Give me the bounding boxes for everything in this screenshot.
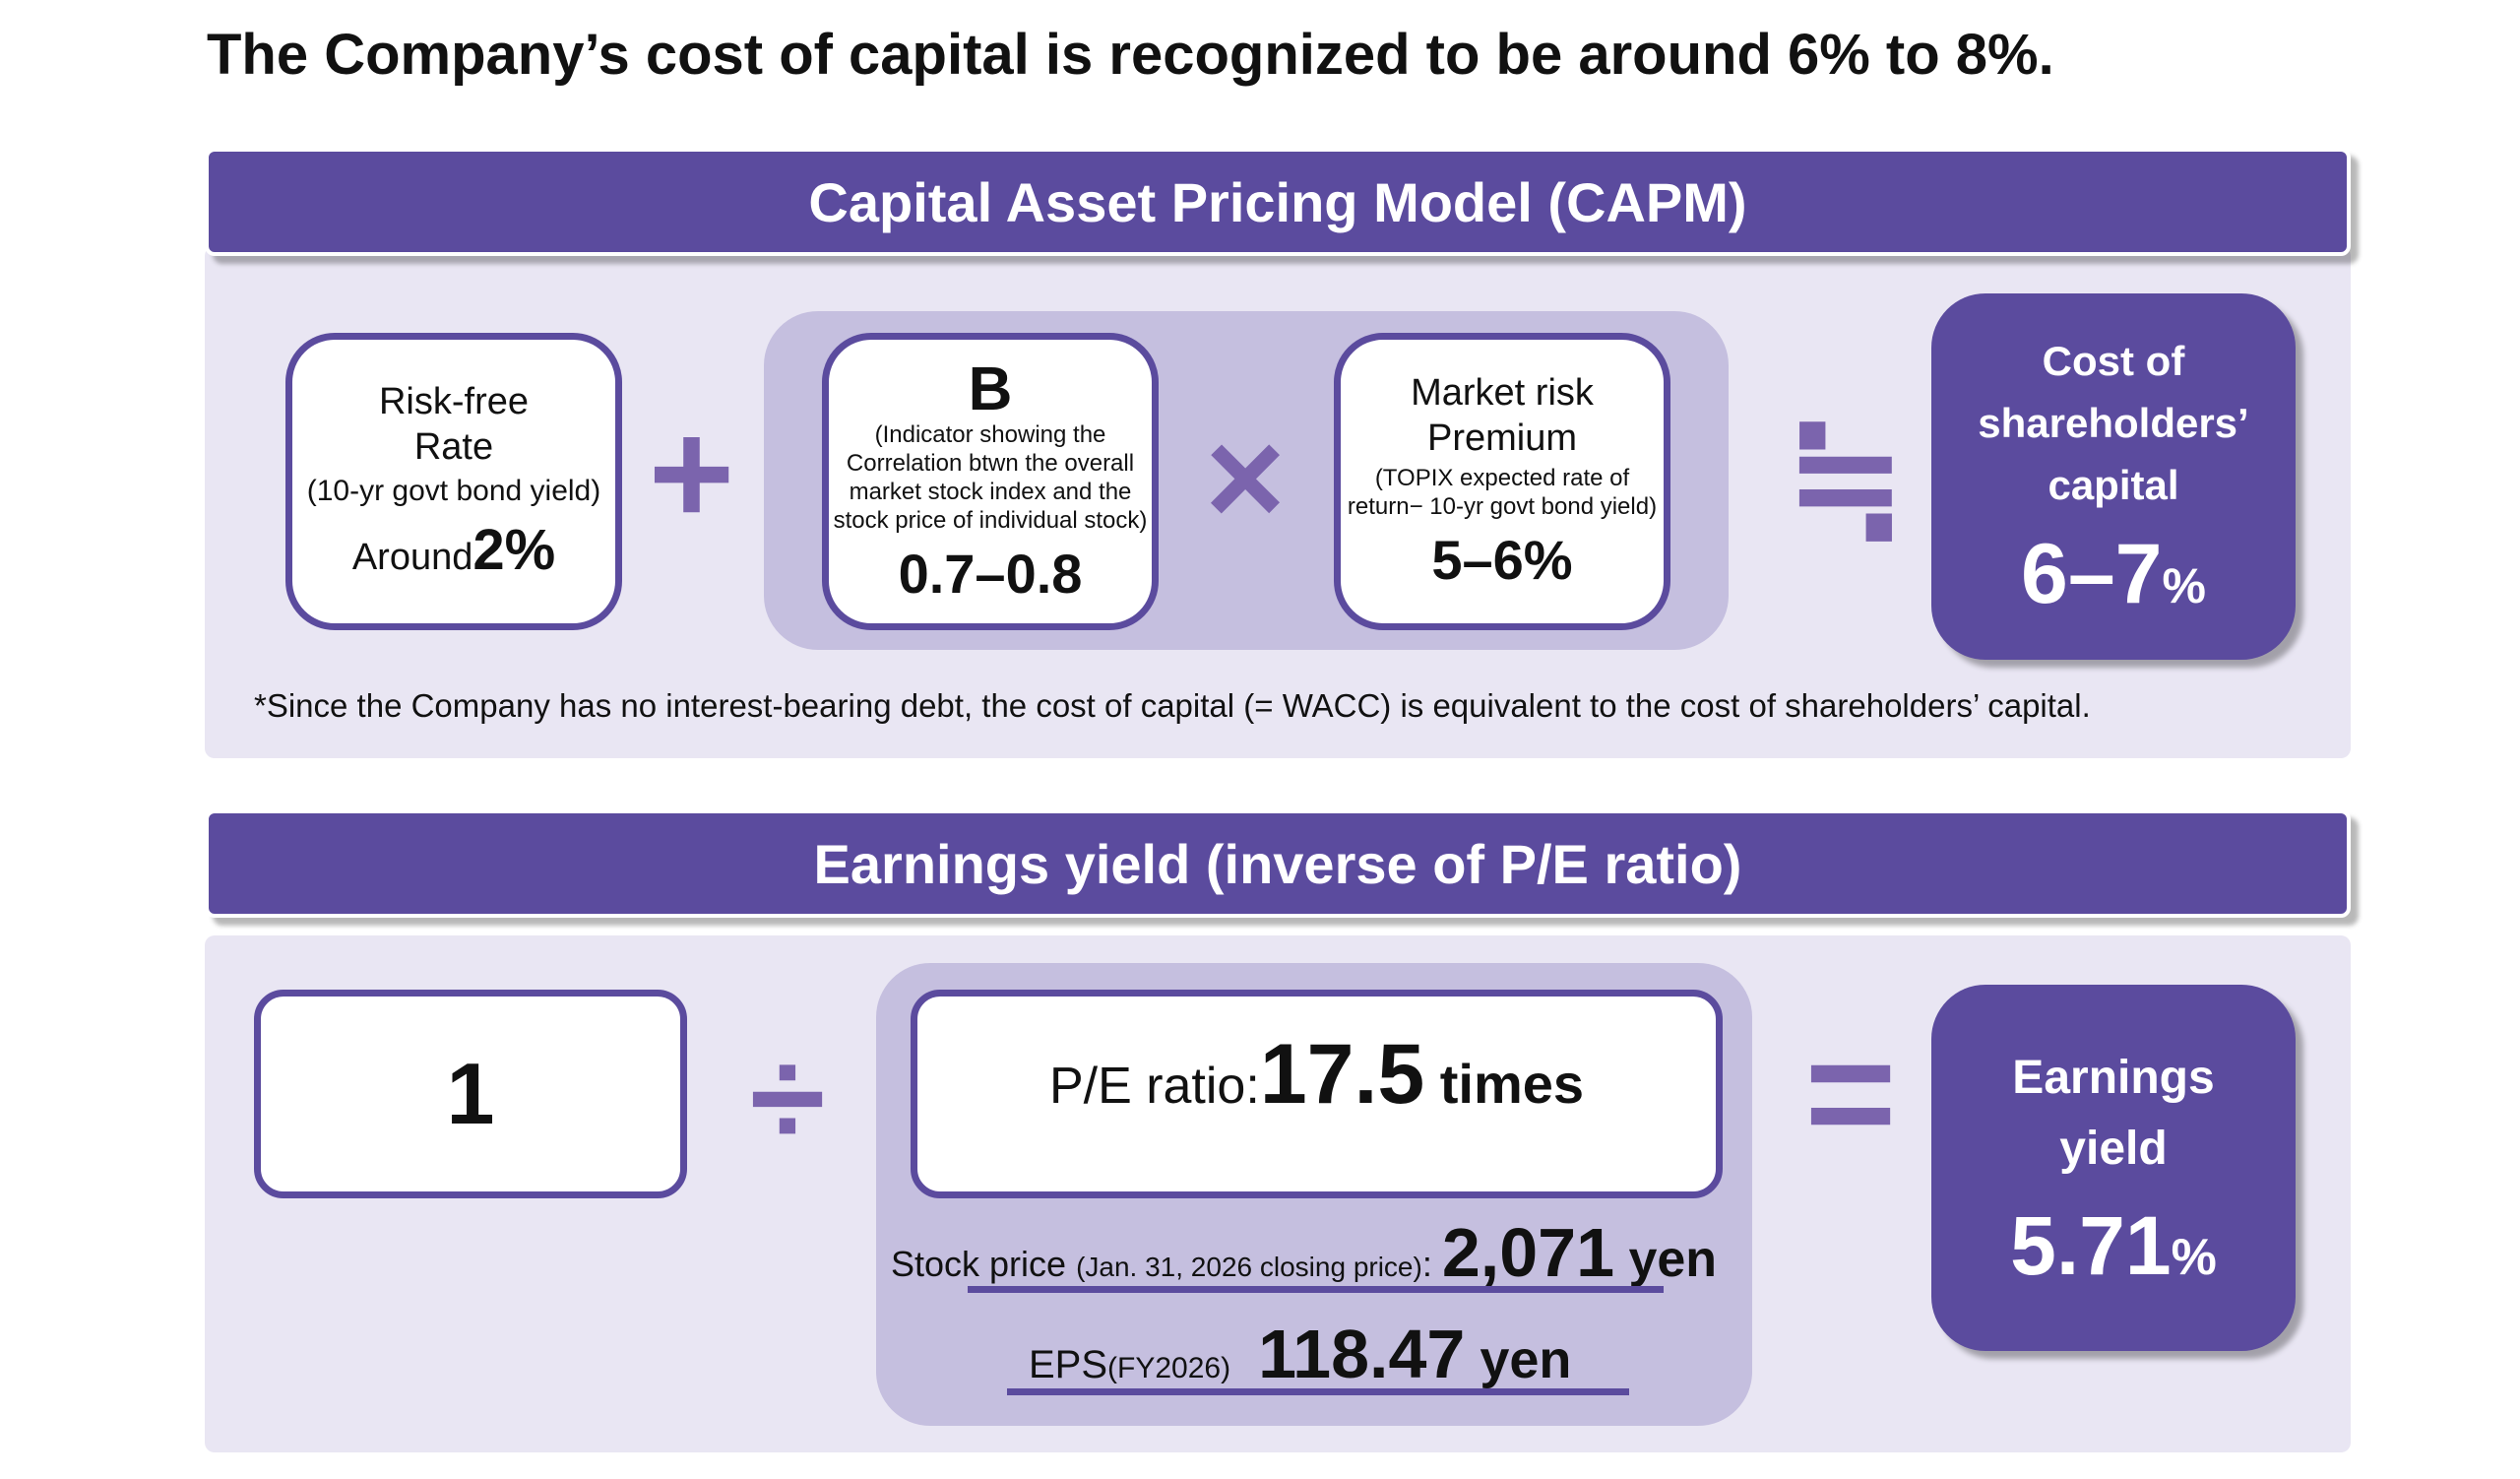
risk-free-value-line: Around2%	[352, 517, 555, 583]
plus-symbol: +	[648, 389, 735, 555]
beta-value: 0.7–0.8	[898, 542, 1083, 605]
capm-banner-title: Capital Asset Pricing Model (CAPM)	[808, 170, 1747, 233]
risk-free-prefix: Around	[351, 537, 473, 579]
result-label-3: capital	[2048, 462, 2179, 508]
stock-price-colon: :	[1421, 1244, 1442, 1284]
stock-price-unit: yen	[1614, 1231, 1718, 1288]
eps-label: EPS	[1029, 1343, 1108, 1386]
eps-value: 118.47	[1258, 1316, 1466, 1392]
eps-underline	[1007, 1388, 1629, 1395]
numerator-value: 1	[446, 1045, 495, 1142]
risk-free-label-2: Rate	[413, 425, 494, 468]
market-risk-premium-box: Market risk Premium (TOPIX expected rate…	[1334, 333, 1670, 630]
result-label-2: shareholders’	[1978, 400, 2249, 446]
stock-price-line: Stock price (Jan. 31, 2026 closing price…	[891, 1213, 1757, 1292]
risk-free-rate-box: Risk-free Rate (10-yr govt bond yield) A…	[285, 333, 622, 630]
beta-desc-4: stock price of individual stock)	[833, 506, 1148, 534]
multiply-symbol: ×	[1205, 400, 1286, 554]
numerator-box: 1	[254, 990, 687, 1198]
earnings-yield-label-1: Earnings	[2012, 1051, 2215, 1104]
pe-ratio-unit: times	[1424, 1053, 1585, 1115]
market-risk-sub-1: (TOPIX expected rate of	[1374, 465, 1630, 492]
beta-desc-2: Correlation btwn the overall	[846, 450, 1135, 478]
earnings-banner-title: Earnings yield (inverse of P/E ratio)	[813, 832, 1742, 895]
pe-ratio-box: P/E ratio: 17.5 times	[911, 990, 1723, 1198]
cost-of-capital-unit: %	[2162, 558, 2206, 613]
earnings-yield-label-2: yield	[2059, 1122, 2168, 1175]
equals-symbol: =	[1804, 1004, 1897, 1181]
capm-banner: Capital Asset Pricing Model (CAPM)	[205, 148, 2351, 256]
stock-price-label: Stock price	[891, 1244, 1077, 1284]
earnings-yield-value-line: 5.71%	[2010, 1198, 2217, 1294]
cost-of-capital-result: Cost of shareholders’ capital 6–7%	[1931, 293, 2296, 660]
page-title: The Company’s cost of capital is recogni…	[207, 23, 2054, 87]
market-risk-value: 5–6%	[1431, 528, 1573, 591]
beta-desc-3: market stock index and the	[849, 479, 1132, 506]
cost-of-capital-value: 6–7	[2021, 527, 2163, 621]
stock-price-date: (Jan. 31, 2026 closing price)	[1076, 1252, 1422, 1282]
stock-price-value: 2,071	[1441, 1214, 1615, 1291]
eps-period: (FY2026)	[1107, 1352, 1231, 1384]
pe-ratio-label: P/E ratio:	[1048, 1058, 1260, 1115]
market-risk-label-1: Market risk	[1411, 372, 1594, 415]
earnings-yield-value: 5.71	[2010, 1198, 2172, 1292]
earnings-yield-unit: %	[2171, 1228, 2217, 1286]
approx-equal-symbol: ≒	[1784, 394, 1908, 559]
result-label-1: Cost of	[2042, 338, 2185, 384]
stock-price-underline	[968, 1286, 1664, 1293]
eps-line: EPS (FY2026) 118.47 yen	[1029, 1315, 1718, 1393]
earnings-yield-result: Earnings yield 5.71%	[1931, 985, 2296, 1351]
risk-free-value: 2%	[472, 518, 556, 583]
risk-free-sub: (10-yr govt bond yield)	[306, 475, 601, 508]
beta-box: Β (Indicator showing the Correlation btw…	[822, 333, 1159, 630]
earnings-banner: Earnings yield (inverse of P/E ratio)	[205, 809, 2351, 918]
result-value-line: 6–7%	[2021, 526, 2206, 623]
beta-symbol: Β	[968, 355, 1013, 424]
market-risk-label-2: Premium	[1426, 417, 1578, 459]
market-risk-sub-2: return− 10-yr govt bond yield)	[1347, 493, 1658, 521]
risk-free-label-1: Risk-free	[378, 380, 530, 422]
pe-ratio-value: 17.5	[1259, 1027, 1425, 1122]
wacc-note: *Since the Company has no interest-beari…	[254, 687, 2091, 724]
eps-unit: yen	[1465, 1330, 1572, 1389]
beta-desc-1: (Indicator showing the	[874, 421, 1106, 449]
divide-symbol: ÷	[749, 1020, 826, 1175]
